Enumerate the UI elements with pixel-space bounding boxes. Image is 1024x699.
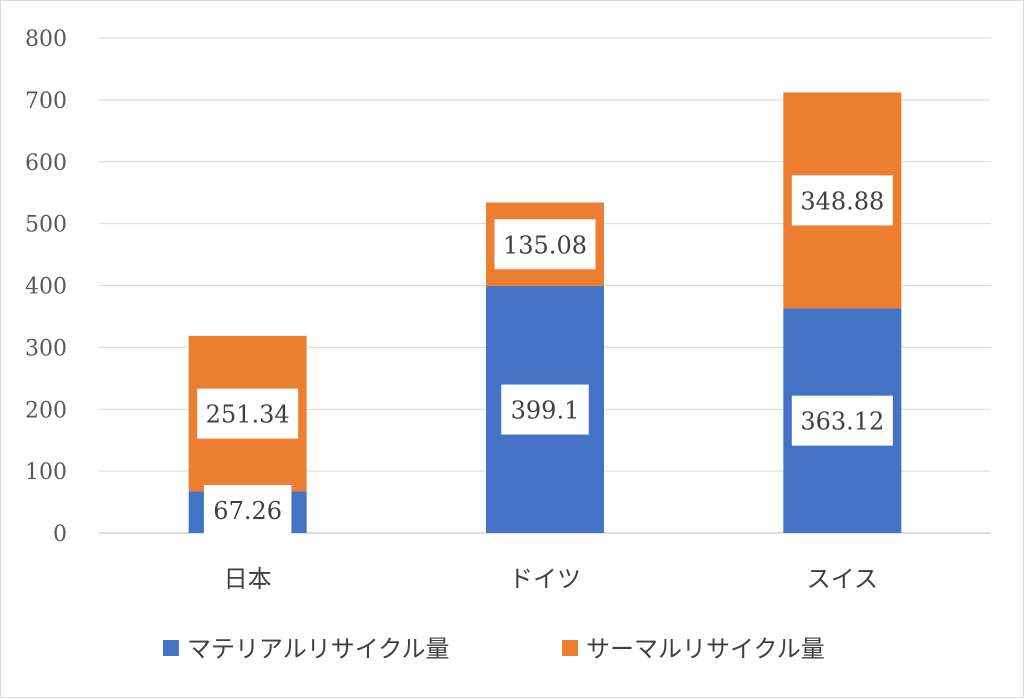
data-label: 67.26 bbox=[213, 497, 282, 525]
data-label: 135.08 bbox=[503, 231, 587, 259]
data-label-box bbox=[791, 395, 893, 446]
x-category-label: ドイツ bbox=[509, 565, 581, 593]
data-label: 363.12 bbox=[800, 408, 884, 436]
data-label-box bbox=[494, 219, 596, 270]
data-label-box bbox=[197, 388, 299, 439]
data-label-box bbox=[791, 175, 893, 226]
y-tick-label: 400 bbox=[25, 275, 67, 300]
y-tick-label: 800 bbox=[25, 27, 67, 52]
data-label: 348.88 bbox=[800, 187, 884, 215]
legend-label: サーマルリサイクル量 bbox=[586, 635, 825, 663]
data-label-box bbox=[501, 384, 589, 435]
y-tick-label: 500 bbox=[25, 213, 67, 238]
y-tick-label: 0 bbox=[53, 522, 67, 547]
x-category-label: 日本 bbox=[224, 565, 272, 593]
x-category-label: スイス bbox=[807, 565, 878, 593]
legend-label: マテリアルリサイクル量 bbox=[187, 635, 450, 663]
y-tick-label: 200 bbox=[25, 398, 67, 423]
y-tick-label: 300 bbox=[25, 336, 67, 361]
y-tick-label: 700 bbox=[25, 89, 67, 114]
legend-swatch-material bbox=[163, 640, 179, 656]
data-label: 251.34 bbox=[206, 401, 290, 429]
y-tick-label: 100 bbox=[25, 460, 67, 485]
y-tick-label: 600 bbox=[25, 151, 67, 176]
legend-swatch-thermal bbox=[562, 640, 578, 656]
data-label-box bbox=[203, 485, 292, 535]
data-label: 399.1 bbox=[511, 397, 580, 425]
